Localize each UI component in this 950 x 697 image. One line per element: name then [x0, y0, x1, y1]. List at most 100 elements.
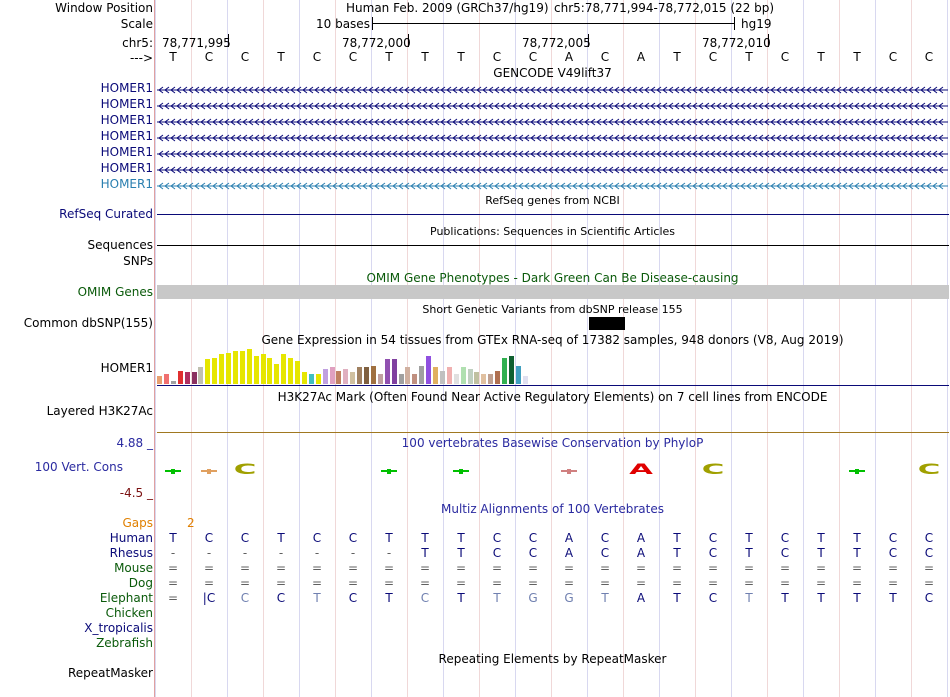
gtex-bar[interactable] — [336, 371, 342, 384]
multiz-base: = — [743, 576, 755, 590]
publications-label[interactable]: Sequences — [87, 238, 153, 252]
multiz-species-label[interactable]: Zebrafish — [96, 636, 153, 650]
repeatmasker-label[interactable]: RepeatMasker — [67, 666, 153, 680]
gtex-bar[interactable] — [212, 358, 218, 384]
gtex-bar[interactable] — [412, 374, 418, 384]
gtex-baseline — [157, 385, 949, 386]
gtex-bar[interactable] — [446, 367, 452, 384]
gtex-bar[interactable] — [488, 374, 494, 384]
gtex-bar[interactable] — [343, 369, 349, 384]
gtex-bar[interactable] — [370, 366, 376, 384]
multiz-base: = — [851, 561, 863, 575]
gtex-bar[interactable] — [281, 354, 287, 384]
gtex-bar[interactable] — [253, 356, 259, 384]
gtex-bar[interactable] — [184, 372, 190, 384]
gtex-bar[interactable] — [481, 374, 487, 384]
gtex-bar[interactable] — [460, 367, 466, 384]
multiz-species-label[interactable]: Chicken — [105, 606, 153, 620]
gencode-gene-label[interactable]: HOMER1 — [100, 145, 153, 159]
gtex-bar[interactable] — [301, 372, 307, 384]
omim-title: OMIM Gene Phenotypes - Dark Green Can Be… — [366, 271, 739, 285]
gencode-gene-label[interactable]: HOMER1 — [100, 81, 153, 95]
refseq-label[interactable]: RefSeq Curated — [59, 207, 153, 221]
dbsnp-variant[interactable] — [589, 317, 625, 330]
gtex-bar[interactable] — [453, 374, 459, 384]
gtex-bar[interactable] — [426, 356, 432, 384]
gtex-bar[interactable] — [205, 359, 211, 384]
gtex-bar[interactable] — [364, 367, 369, 384]
gtex-bar[interactable] — [508, 356, 514, 384]
gtex-bar[interactable] — [495, 371, 501, 384]
multiz-base: T — [421, 531, 429, 545]
omim-label[interactable]: OMIM Genes — [77, 285, 153, 299]
multiz-species-label[interactable]: Human — [109, 531, 153, 545]
multiz-species-label[interactable]: Dog — [128, 576, 153, 590]
gtex-bar[interactable] — [308, 374, 314, 384]
gtex-bar[interactable] — [246, 349, 252, 384]
gtex-bar[interactable] — [322, 369, 328, 384]
gtex-bar[interactable] — [350, 372, 356, 384]
gtex-bar[interactable] — [219, 354, 225, 384]
gtex-bar[interactable] — [315, 374, 321, 384]
gtex-label[interactable]: HOMER1 — [100, 361, 153, 375]
gencode-gene-model[interactable] — [157, 164, 948, 174]
gtex-bar[interactable] — [267, 358, 273, 384]
gtex-bar[interactable] — [260, 354, 266, 384]
gtex-bar[interactable] — [170, 381, 176, 384]
snps-label[interactable]: SNPs — [123, 254, 153, 268]
gencode-gene-label[interactable]: HOMER1 — [100, 177, 153, 191]
gtex-bar[interactable] — [502, 358, 507, 384]
gtex-bar[interactable] — [232, 351, 238, 384]
gtex-bar[interactable] — [433, 367, 438, 384]
gtex-bar[interactable] — [474, 372, 480, 384]
gtex-bar[interactable] — [288, 358, 294, 384]
gtex-bar[interactable] — [198, 367, 204, 384]
multiz-base: T — [817, 591, 825, 605]
gtex-bar[interactable] — [391, 359, 397, 384]
gencode-gene-model[interactable] — [157, 180, 948, 190]
gencode-gene-model[interactable] — [157, 100, 948, 110]
gtex-bar[interactable] — [522, 376, 528, 384]
phylop-label[interactable]: 100 Vert. Cons — [34, 460, 123, 474]
multiz-species-label[interactable]: Mouse — [114, 561, 153, 575]
gtex-chart[interactable] — [156, 348, 536, 384]
gencode-gene-model[interactable] — [157, 84, 948, 94]
gtex-bar[interactable] — [515, 366, 521, 384]
gencode-gene-model[interactable] — [157, 148, 948, 158]
gtex-bar[interactable] — [405, 367, 411, 384]
multiz-species-label[interactable]: X_tropicalis — [84, 621, 153, 635]
multiz-base: = — [347, 576, 359, 590]
gencode-gene-label[interactable]: HOMER1 — [100, 129, 153, 143]
gtex-bar[interactable] — [384, 359, 390, 384]
tick-label: 78,772,000 — [342, 36, 411, 50]
gtex-bar[interactable] — [177, 371, 183, 384]
gtex-bar[interactable] — [357, 367, 363, 384]
gencode-gene-label[interactable]: HOMER1 — [100, 113, 153, 127]
gtex-bar[interactable] — [157, 376, 162, 384]
grid-line — [191, 0, 192, 697]
gtex-bar[interactable] — [419, 366, 425, 384]
dbsnp-label[interactable]: Common dbSNP(155) — [23, 316, 153, 330]
gencode-gene-model[interactable] — [157, 116, 948, 126]
omim-bar[interactable] — [157, 285, 949, 299]
multiz-base: C — [600, 531, 610, 545]
gtex-bar[interactable] — [295, 361, 300, 384]
gencode-gene-model[interactable] — [157, 132, 948, 142]
gtex-bar[interactable] — [191, 372, 197, 384]
multiz-base: T — [853, 591, 861, 605]
gtex-bar[interactable] — [439, 371, 445, 384]
gtex-bar[interactable] — [239, 351, 245, 384]
multiz-species-label[interactable]: Elephant — [99, 591, 153, 605]
gtex-bar[interactable] — [329, 367, 335, 384]
gencode-gene-label[interactable]: HOMER1 — [100, 97, 153, 111]
multiz-base: = — [671, 561, 683, 575]
gtex-bar[interactable] — [226, 353, 231, 384]
gtex-bar[interactable] — [467, 369, 473, 384]
gtex-bar[interactable] — [274, 364, 280, 384]
gtex-bar[interactable] — [163, 374, 169, 384]
gtex-bar[interactable] — [377, 374, 383, 384]
h3k27ac-label[interactable]: Layered H3K27Ac — [46, 404, 153, 418]
gtex-bar[interactable] — [398, 374, 404, 384]
gencode-gene-label[interactable]: HOMER1 — [100, 161, 153, 175]
multiz-species-label[interactable]: Rhesus — [109, 546, 153, 560]
